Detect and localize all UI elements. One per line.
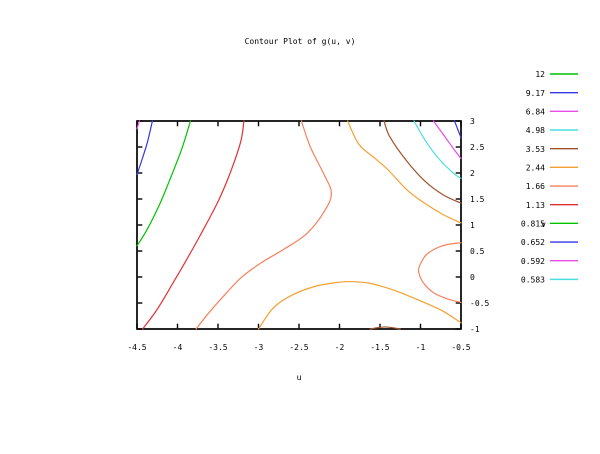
y-tick-label: 0.5 — [470, 247, 485, 256]
x-tick-label: -0.5 — [451, 343, 470, 352]
legend-label: 1.66 — [526, 182, 545, 191]
legend-label: 9.17 — [526, 89, 545, 98]
y-tick-label: 2 — [470, 169, 475, 178]
y-axis-label: v — [541, 220, 546, 229]
contour-line-2.44 — [347, 120, 462, 224]
contour-line-1.66 — [195, 120, 333, 330]
legend-label: 4.98 — [526, 126, 545, 135]
legend-label: 3.53 — [526, 145, 545, 154]
x-tick-label: -4 — [173, 343, 183, 352]
contour-legend: 12 9.17 6.84 4.98 3.53 2.44 1.66 1.13 0.815 0.652… — [521, 70, 578, 285]
axis-tick-labels: -4.5 -4 -3.5 -3 -2.5 -2 -1.5 -1 -0.5-1-0.500.511… — [127, 117, 489, 352]
x-axis-label: u — [297, 373, 302, 382]
contour-line-4.98 — [413, 120, 462, 179]
x-tick-label: -4.5 — [127, 343, 146, 352]
contour-line-0.592 — [136, 120, 141, 130]
legend-label: 12 — [535, 70, 545, 79]
contour-line-9.17 — [453, 120, 462, 139]
contour-line-3.53 — [383, 120, 462, 204]
y-tick-label: 1 — [470, 221, 475, 230]
x-tick-label: -2 — [335, 343, 345, 352]
y-tick-label: -1 — [470, 325, 480, 334]
contour-line-1.13 — [142, 120, 245, 330]
legend-label: 0.652 — [521, 238, 545, 247]
x-tick-label: -3 — [254, 343, 264, 352]
x-tick-label: -1 — [416, 343, 426, 352]
plot-border — [136, 120, 462, 330]
contour-line-2.44 — [257, 280, 462, 330]
y-tick-label: -0.5 — [470, 299, 489, 308]
contour-line-3.53 — [369, 326, 401, 330]
legend-label: 6.84 — [526, 108, 545, 117]
contour-line-0.652 — [136, 120, 153, 176]
y-tick-label: 3 — [470, 117, 475, 126]
y-tick-label: 2.5 — [470, 143, 485, 152]
x-tick-label: -3.5 — [208, 343, 227, 352]
legend-label: 2.44 — [526, 164, 545, 173]
y-tick-label: 1.5 — [470, 195, 485, 204]
legend-label: 0.592 — [521, 257, 545, 266]
x-tick-label: -2.5 — [289, 343, 308, 352]
axis-ticks — [136, 120, 462, 330]
y-tick-label: 0 — [470, 273, 475, 282]
contour-lines — [136, 120, 462, 330]
contour-line-6.84 — [432, 120, 462, 160]
x-tick-label: -1.5 — [370, 343, 389, 352]
legend-label: 0.815 — [521, 220, 545, 229]
contour-line-1.66 — [417, 242, 462, 304]
legend-label: 1.13 — [526, 201, 545, 210]
chart-title: Contour Plot of g(u, v) — [245, 37, 356, 46]
legend-label: 0.583 — [521, 276, 545, 285]
contour-line-0.815 — [136, 120, 192, 247]
